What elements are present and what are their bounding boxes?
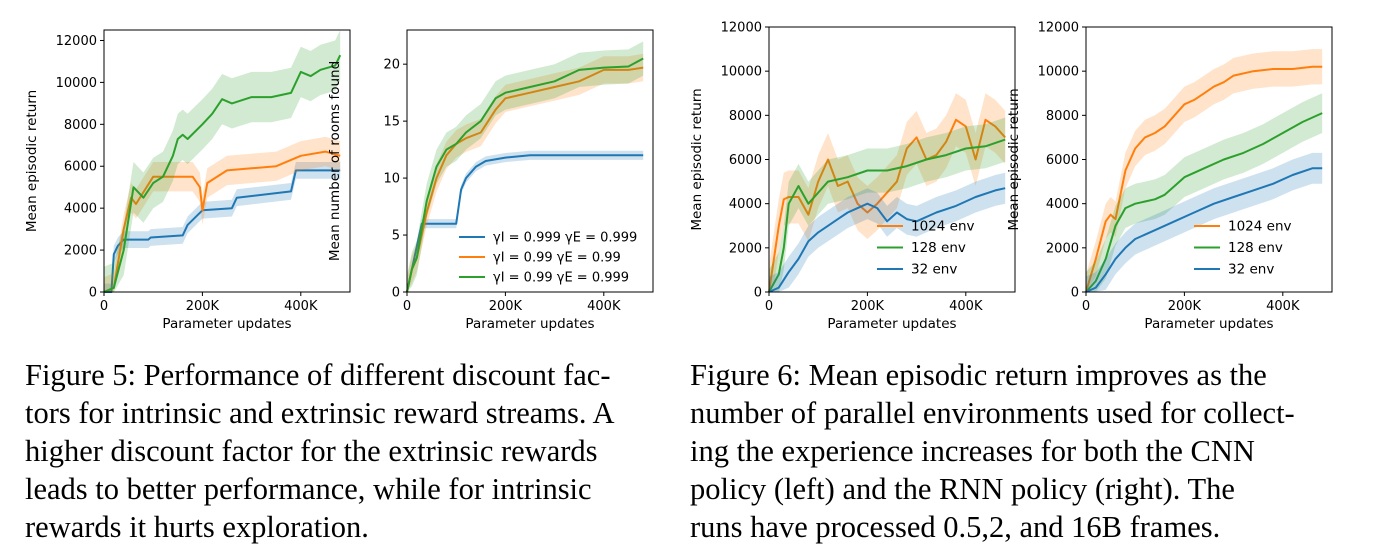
legend-label: γI = 0.99 γE = 0.99 xyxy=(493,251,621,266)
y-tick-label: 20 xyxy=(383,58,400,73)
legend-label: 128 env xyxy=(911,240,966,256)
y-tick-label: 2000 xyxy=(64,244,97,259)
y-tick-label: 12000 xyxy=(56,34,97,49)
x-tick-label: 200K xyxy=(489,299,523,314)
y-axis-label: Mean episodic return xyxy=(1006,88,1022,230)
series-band xyxy=(1086,49,1323,292)
y-tick-label: 6000 xyxy=(1046,153,1079,168)
y-tick-label: 2000 xyxy=(729,241,762,256)
chart-fig6-right: 0 2000 4000 6000 8000 10000 12000 0 200K 400K Para… xyxy=(1006,21,1333,332)
caption-line: Figure 5: Performance of different disco… xyxy=(25,358,611,392)
series-line xyxy=(1085,65,1323,293)
y-tick-label: 10 xyxy=(383,172,400,187)
series-line xyxy=(104,169,341,293)
series-band xyxy=(407,150,644,292)
x-tick-label: 0 xyxy=(1082,299,1090,314)
x-axis-label: Parameter updates xyxy=(465,316,594,332)
series-band xyxy=(104,162,341,292)
y-tick-label: 2000 xyxy=(1046,241,1079,256)
x-tick-label: 200K xyxy=(851,299,885,314)
y-tick-label: 8000 xyxy=(64,118,97,133)
y-tick-label: 0 xyxy=(754,286,762,301)
x-tick-label: 0 xyxy=(100,299,108,314)
y-tick-label: 12000 xyxy=(1038,21,1079,36)
chart-fig6-left: 0 2000 4000 6000 8000 10000 12000 0 200K 400K Para… xyxy=(689,21,1016,332)
x-tick-label: 400K xyxy=(949,299,983,314)
y-tick-label: 4000 xyxy=(729,197,762,212)
x-axis-label: Parameter updates xyxy=(1144,316,1273,332)
figure-5-caption: Figure 5: Performance of different disco… xyxy=(25,356,661,546)
y-tick-label: 10000 xyxy=(1038,65,1079,80)
legend-label: 32 env xyxy=(911,262,957,278)
y-tick-label: 0 xyxy=(89,286,97,301)
y-tick-label: 6000 xyxy=(64,160,97,175)
y-tick-label: 12000 xyxy=(721,21,762,36)
caption-line: ing the experience increases for both th… xyxy=(690,434,1255,468)
legend-label: γI = 0.999 γE = 0.999 xyxy=(493,231,637,246)
x-axis-label: Parameter updates xyxy=(827,316,956,332)
x-tick-label: 400K xyxy=(587,299,621,314)
caption-line: rewards it hurts exploration. xyxy=(25,510,369,544)
x-tick-label: 400K xyxy=(284,299,318,314)
y-tick-label: 0 xyxy=(392,286,400,301)
y-tick-label: 10000 xyxy=(56,76,97,91)
series-line xyxy=(1085,112,1323,293)
x-tick-label: 0 xyxy=(403,299,411,314)
series-band xyxy=(769,117,1006,292)
x-axis-label: Parameter updates xyxy=(162,316,291,332)
y-axis-label: Mean number of rooms found xyxy=(327,61,343,261)
series-line xyxy=(406,154,644,293)
y-tick-label: 10000 xyxy=(721,65,762,80)
chart-fig5-right: 0 5 10 15 20 0 200K 400K Parameter updates Mean n… xyxy=(327,29,654,332)
y-tick-label: 8000 xyxy=(1046,109,1079,124)
series-line xyxy=(406,66,644,293)
x-tick-label: 0 xyxy=(765,299,773,314)
series-line xyxy=(768,138,1006,293)
caption-line: runs have processed 0.5,2, and 16B frame… xyxy=(690,510,1221,544)
y-tick-label: 6000 xyxy=(729,153,762,168)
x-tick-label: 400K xyxy=(1266,299,1300,314)
series-line xyxy=(406,57,644,293)
caption-line: policy (left) and the RNN policy (right)… xyxy=(690,472,1235,506)
series-line xyxy=(1085,167,1323,293)
caption-line: tors for intrinsic and extrinsic reward … xyxy=(25,396,615,430)
legend-label: 1024 env xyxy=(1228,219,1292,235)
series-band xyxy=(769,172,1006,292)
x-tick-label: 200K xyxy=(186,299,220,314)
y-axis-label: Mean episodic return xyxy=(24,90,40,232)
y-tick-label: 5 xyxy=(392,229,400,244)
series-line xyxy=(768,187,1006,293)
y-axis-label: Mean episodic return xyxy=(689,88,705,230)
x-tick-label: 200K xyxy=(1168,299,1202,314)
caption-line: Figure 6: Mean episodic return improves … xyxy=(690,358,1267,392)
caption-line: higher discount factor for the extrinsic… xyxy=(25,434,598,468)
legend-label: 128 env xyxy=(1228,240,1283,256)
y-tick-label: 0 xyxy=(1071,286,1079,301)
plot-frame xyxy=(103,29,351,293)
y-tick-label: 4000 xyxy=(1046,197,1079,212)
series-line xyxy=(103,150,341,293)
chart-fig5-left: 0 2000 4000 6000 8000 10000 12000 0 200K 400K Para… xyxy=(24,29,351,332)
y-tick-label: 15 xyxy=(383,115,400,130)
caption-line: leads to better performance, while for i… xyxy=(25,472,592,506)
series-band xyxy=(407,53,644,293)
legend-label: 32 env xyxy=(1228,262,1274,278)
legend-label: γI = 0.99 γE = 0.999 xyxy=(493,271,629,286)
series-line xyxy=(103,54,342,293)
legend-label: 1024 env xyxy=(911,219,975,235)
figure-6-caption: Figure 6: Mean episodic return improves … xyxy=(690,356,1330,546)
plot-frame xyxy=(406,29,654,293)
y-tick-label: 4000 xyxy=(64,202,97,217)
y-tick-label: 8000 xyxy=(729,109,762,124)
caption-line: number of parallel environments used for… xyxy=(690,396,1295,430)
